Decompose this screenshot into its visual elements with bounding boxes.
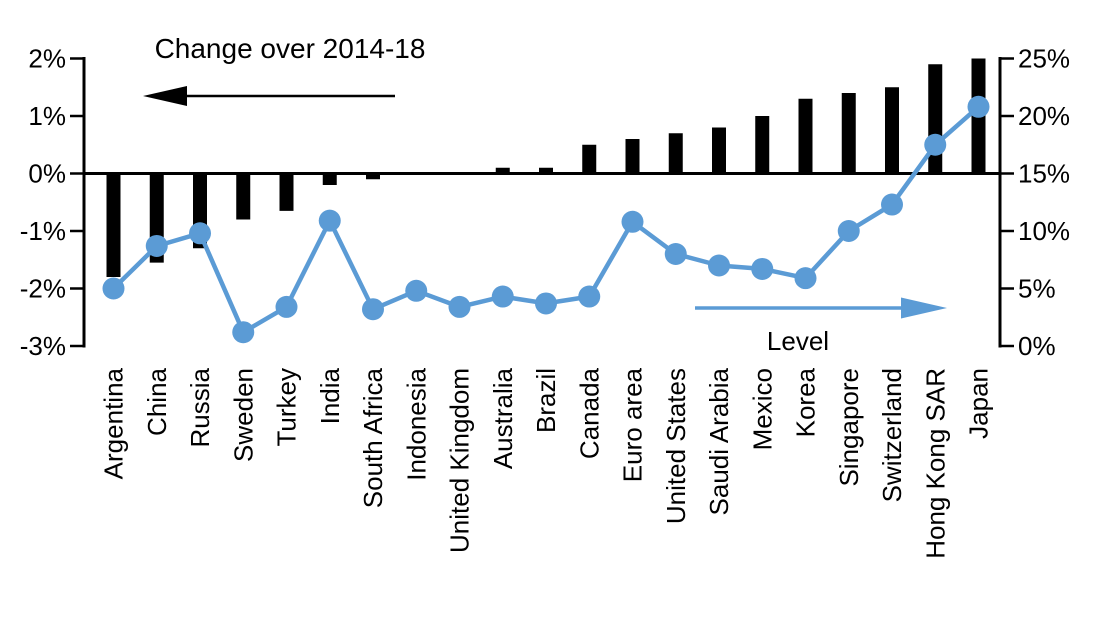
level-arrow-head-icon: [901, 297, 947, 319]
right-axis-tick-label: 10%: [1018, 216, 1070, 246]
x-axis-label-korea: Korea: [791, 367, 821, 437]
x-axis-label-china: China: [142, 367, 172, 435]
level-point-china: [145, 234, 168, 257]
bar-canada: [582, 144, 597, 174]
x-axis-label-brazil: Brazil: [531, 368, 561, 433]
right-axis-tick-label: 25%: [1018, 44, 1070, 74]
x-axis-label-turkey: Turkey: [272, 368, 302, 447]
left-axis-tick-label: -2%: [20, 274, 66, 304]
level-point-argentina: [102, 277, 125, 300]
x-axis-label-indonesia: Indonesia: [401, 367, 431, 480]
level-point-euro-area: [621, 210, 644, 233]
x-axis-label-united-states: United States: [661, 368, 691, 524]
x-axis-label-australia: Australia: [488, 367, 518, 469]
left-axis-tick-label: 2%: [28, 44, 66, 74]
change-arrow-head-icon: [143, 86, 187, 106]
x-axis-label-south-africa: South Africa: [358, 367, 388, 508]
x-axis-label-argentina: Argentina: [99, 367, 129, 479]
bar-hong-kong-sar: [928, 64, 943, 174]
x-axis-label-mexico: Mexico: [747, 368, 777, 450]
level-point-sweden: [232, 321, 255, 344]
x-axis-label-hong-kong-sar: Hong Kong SAR: [920, 368, 950, 559]
x-axis-label-singapore: Singapore: [834, 368, 864, 487]
level-point-japan: [967, 95, 990, 118]
level-point-korea: [794, 267, 817, 290]
right-axis-tick-label: 15%: [1018, 159, 1070, 189]
x-axis-label-india: India: [315, 367, 345, 424]
bar-brazil: [539, 167, 553, 174]
level-point-united-kingdom: [448, 295, 471, 318]
level-point-brazil: [535, 292, 557, 315]
right-axis-tick-label: 20%: [1018, 101, 1070, 131]
x-axis-label-euro-area: Euro area: [618, 367, 648, 482]
level-point-united-states: [664, 243, 687, 265]
level-point-turkey: [275, 295, 298, 318]
bar-australia: [495, 167, 510, 174]
left-axis-tick-label: -3%: [20, 331, 66, 361]
right-axis-tick-label: 5%: [1018, 274, 1056, 304]
level-point-canada: [578, 285, 601, 308]
bar-turkey: [279, 173, 294, 211]
bar-singapore: [841, 93, 856, 174]
bar-sweden: [236, 173, 251, 220]
level-point-saudi-arabia: [708, 254, 730, 277]
left-axis-tick-label: -1%: [20, 216, 66, 246]
level-point-switzerland: [881, 193, 903, 216]
bar-saudi-arabia: [712, 127, 726, 174]
bar-india: [322, 173, 337, 185]
bar-switzerland: [885, 87, 899, 174]
bar-euro-area: [625, 139, 640, 174]
level-point-south-africa: [362, 298, 384, 321]
bar-korea: [798, 98, 813, 174]
left-axis-tick-label: 0%: [28, 159, 66, 189]
x-axis-label-russia: Russia: [185, 367, 215, 447]
right-axis-tick-label: 0%: [1018, 331, 1056, 361]
left-axis-tick-label: 1%: [28, 101, 66, 131]
bar-south-africa: [366, 173, 380, 180]
level-point-mexico: [751, 257, 774, 280]
change-series-label: Change over 2014-18: [154, 33, 426, 64]
x-axis-label-sweden: Sweden: [228, 368, 258, 462]
x-axis-label-japan: Japan: [964, 368, 994, 439]
bar-mexico: [755, 116, 770, 174]
level-point-indonesia: [405, 279, 428, 302]
bar-united-states: [668, 133, 683, 174]
x-axis-label-canada: Canada: [574, 367, 604, 459]
level-series-label: Level: [766, 326, 830, 356]
level-point-russia: [189, 222, 211, 245]
level-point-india: [318, 209, 341, 232]
level-point-hong-kong-sar: [924, 133, 947, 156]
level-point-singapore: [837, 220, 860, 242]
x-axis-label-united-kingdom: United Kingdom: [445, 368, 475, 553]
bar-argentina: [106, 173, 121, 277]
level-point-australia: [491, 285, 514, 308]
x-axis-label-switzerland: Switzerland: [877, 368, 907, 502]
x-axis-label-saudi-arabia: Saudi Arabia: [704, 367, 734, 515]
